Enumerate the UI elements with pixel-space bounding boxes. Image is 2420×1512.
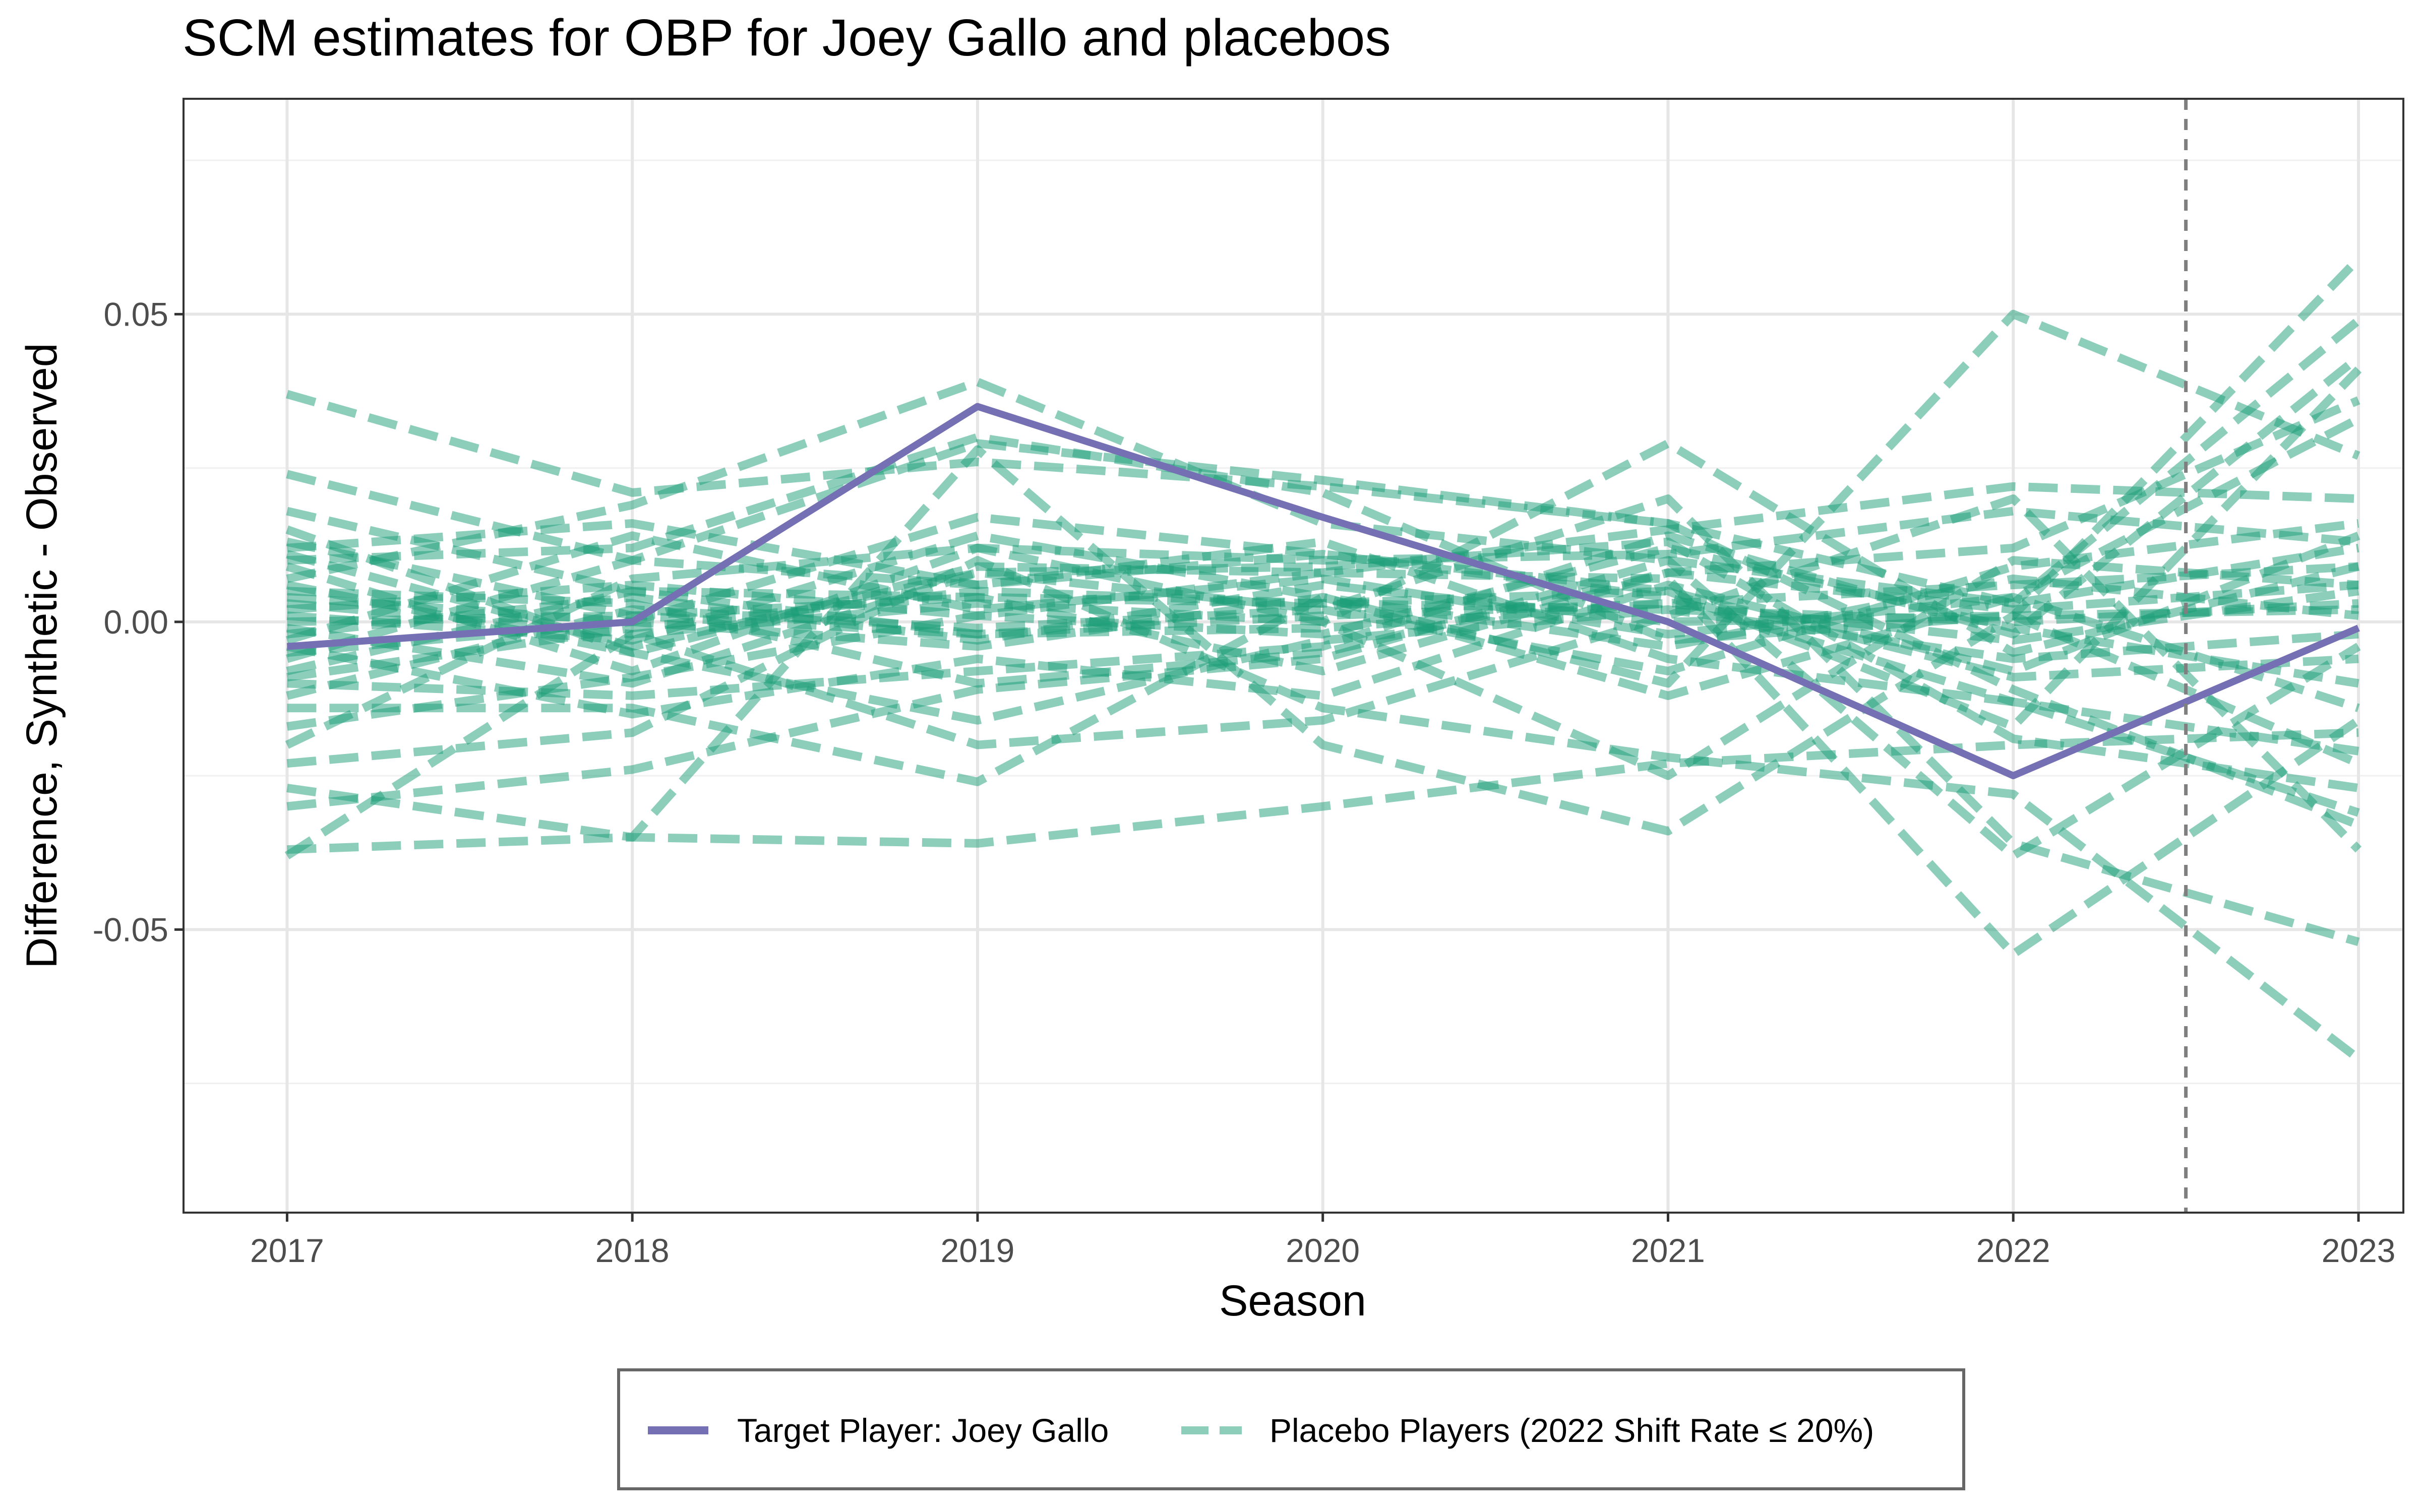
placebo-series-line [287,433,2361,768]
placebo-series-line [285,543,2359,780]
x-tick-label: 2022 [1976,1232,2050,1269]
y-axis: 0.05 0.00 -0.05 [93,295,184,948]
placebo-series-line [287,354,2362,700]
y-tick-label: 0.00 [104,603,168,641]
placebo-series-line [286,581,2359,725]
placebo-series-line [286,587,2359,682]
placebo-series-line [286,562,2359,675]
x-axis: 2017 2018 2019 2020 2021 2022 2023 [250,1213,2395,1269]
placebo-series-line [286,317,2362,608]
y-axis-title: Difference, Synthetic - Observed [18,343,66,968]
placebo-series-line [284,494,2362,859]
x-tick-label: 2018 [595,1232,670,1269]
legend-label-target: Target Player: Joey Gallo [737,1412,1109,1449]
y-tick-label: 0.05 [104,295,168,333]
plot-panel-border [183,98,2404,1214]
target-series-line [286,403,2360,780]
placebo-series-line [286,543,2360,688]
placebo-series-line [286,556,2362,1062]
legend-label-placebo: Placebo Players (2022 Shift Rate ≤ 20%) [1269,1412,1874,1449]
placebo-series-line [286,537,2360,817]
x-tick-label: 2021 [1631,1232,1705,1269]
placebo-series-group [284,256,2362,1062]
x-tick-label: 2019 [941,1232,1015,1269]
x-tick-label: 2017 [250,1232,324,1269]
legend: Target Player: Joey Gallo Placebo Player… [617,1368,1965,1490]
placebo-series-line [286,519,2360,688]
placebo-series-line [287,728,2359,854]
y-tick-label: -0.05 [93,911,168,948]
placebo-series-line [286,556,2361,860]
placebo-series-line [285,531,2360,712]
legend-box [617,1368,1965,1490]
x-tick-label: 2020 [1286,1232,1360,1269]
x-axis-title: Season [1219,1277,1366,1325]
placebo-series-line [286,494,2360,946]
target-series-group [286,403,2360,780]
x-tick-label: 2023 [2322,1232,2396,1269]
placebo-series-line [286,390,2361,829]
chart-title: SCM estimates for OBP for Joey Gallo and… [183,9,1391,67]
placebo-series-line [285,507,2359,675]
placebo-series-line [286,531,2361,719]
placebo-series-line [286,537,2360,792]
placebo-series-line [286,309,2361,688]
placebo-series-line [286,568,2361,959]
placebo-series-line [286,537,2360,645]
